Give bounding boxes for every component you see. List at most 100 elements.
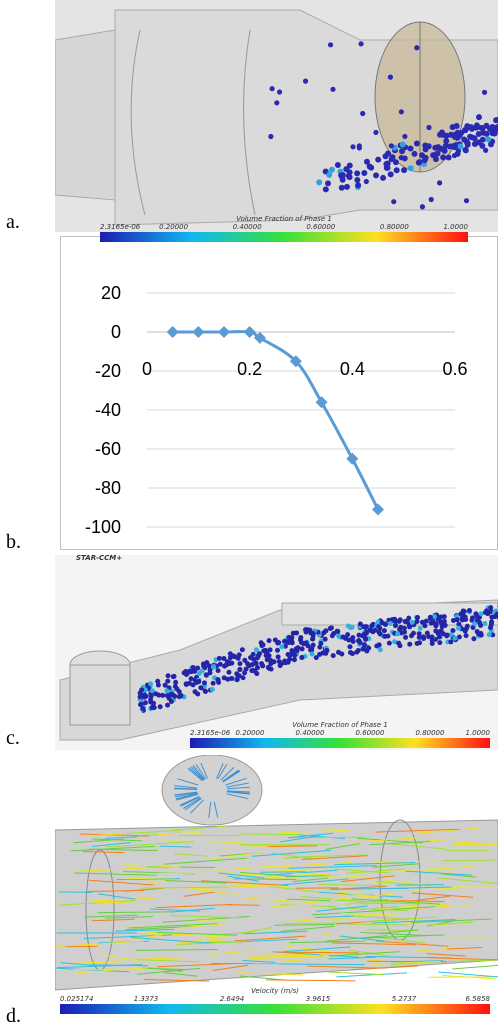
velocity-streak (409, 827, 479, 835)
particle (415, 159, 422, 166)
velocity-streak (301, 855, 368, 861)
velocity-streak (58, 900, 136, 906)
velocity-streak (438, 877, 498, 885)
velocity-streak (334, 899, 420, 905)
colorbar-tick-label: 0.80000 (416, 729, 445, 737)
particle (216, 655, 222, 661)
particle (397, 617, 403, 623)
particle (357, 621, 363, 627)
velocity-streak (348, 949, 390, 957)
velocity-arrow (180, 796, 200, 807)
particle (347, 644, 353, 650)
velocity-streak (245, 957, 305, 962)
velocity-streak (91, 842, 132, 847)
particle (398, 109, 404, 115)
particle (485, 136, 492, 143)
particle (195, 665, 201, 671)
velocity-streak (97, 911, 174, 914)
particle (488, 605, 494, 611)
particle (471, 636, 477, 642)
velocity-streak (287, 832, 334, 839)
colorbar-tick-label: 2.6494 (220, 995, 245, 1003)
velocity-streak (280, 925, 335, 932)
velocity-streak (105, 916, 153, 919)
particle (431, 614, 437, 620)
particle (190, 664, 196, 670)
panel-a-image (55, 0, 498, 232)
particle (487, 141, 494, 148)
particle (366, 163, 373, 170)
particle (172, 693, 178, 699)
particle (429, 637, 435, 643)
velocity-streak (233, 878, 297, 881)
velocity-streak (197, 919, 230, 922)
velocity-arrow (226, 791, 250, 795)
x-tick-label: 0.6 (442, 359, 467, 379)
particle (448, 632, 454, 638)
chart-frame (60, 236, 498, 550)
velocity-streak (55, 940, 144, 948)
velocity-streak (390, 960, 444, 963)
velocity-streak (136, 967, 201, 975)
particle (437, 640, 443, 646)
particle (441, 614, 447, 620)
particle (151, 705, 157, 711)
particle (192, 689, 198, 695)
velocity-arrow (176, 793, 199, 801)
particle (474, 617, 480, 623)
colorbar-tick-label: 2.3165e-06 (100, 223, 141, 231)
velocity-streak (385, 879, 427, 886)
particle (253, 647, 259, 653)
velocity-streak (218, 872, 265, 879)
particle (409, 619, 415, 625)
particle (478, 124, 485, 131)
velocity-arrow (174, 785, 198, 789)
particle (478, 611, 484, 617)
velocity-streak (83, 914, 138, 918)
panel-label: a. (6, 211, 20, 233)
colorbar-tick-label: 1.3373 (134, 995, 159, 1003)
velocity-arrow (175, 793, 198, 800)
particle (149, 688, 155, 694)
particle (317, 644, 323, 650)
particle (383, 164, 390, 171)
particle (350, 635, 356, 641)
panel-d-image (55, 755, 498, 1025)
particle (137, 694, 143, 700)
velocity-streak (336, 972, 408, 978)
particle (227, 651, 233, 657)
particle (164, 688, 170, 694)
velocity-streak (256, 868, 319, 873)
particle (466, 608, 472, 614)
velocity-streak (346, 923, 409, 926)
particle (478, 632, 484, 638)
velocity-streak (289, 940, 366, 944)
particle (237, 661, 243, 667)
velocity-streak (239, 833, 300, 836)
velocity-streak (74, 872, 157, 876)
velocity-streak (351, 898, 441, 905)
particle (464, 623, 470, 629)
particle (324, 647, 330, 653)
colorbar-tick-label: 0.80000 (380, 223, 409, 231)
particle (483, 147, 489, 153)
particle (428, 620, 434, 626)
velocity-streak (371, 960, 441, 965)
velocity-streak (360, 916, 437, 923)
particle (456, 625, 462, 631)
particle (440, 154, 447, 161)
particle (442, 622, 448, 628)
velocity-streak (291, 854, 368, 858)
velocity-streak (165, 879, 227, 884)
particle (318, 640, 324, 646)
particle (453, 122, 460, 129)
particle (401, 625, 407, 631)
particle (464, 124, 471, 131)
velocity-streak (442, 974, 496, 980)
velocity-streak (315, 915, 354, 918)
velocity-streak (105, 836, 138, 839)
particle (194, 680, 200, 686)
velocity-streak (187, 888, 238, 895)
velocity-streak (302, 950, 337, 953)
velocity-streak (159, 845, 192, 848)
